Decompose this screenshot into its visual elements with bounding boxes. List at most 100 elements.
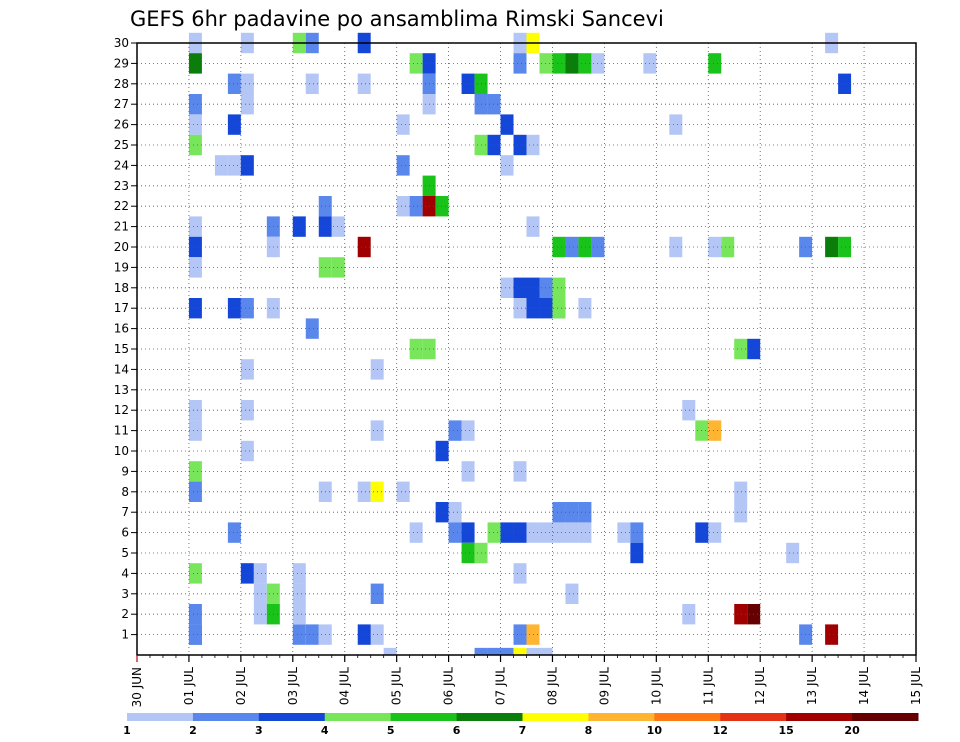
colorbar-swatch bbox=[786, 713, 853, 721]
heat-cell bbox=[435, 502, 449, 523]
heat-cell bbox=[500, 114, 514, 135]
heat-cell bbox=[513, 298, 527, 319]
colorbar-label: 10 bbox=[647, 724, 663, 737]
heat-cell bbox=[838, 73, 852, 94]
heat-cell bbox=[409, 522, 423, 543]
colorbar-label: 12 bbox=[713, 724, 728, 737]
heat-cell bbox=[669, 114, 683, 135]
heat-cell bbox=[292, 563, 306, 584]
heat-cell bbox=[396, 155, 410, 176]
heat-cell bbox=[552, 53, 566, 74]
heat-cell bbox=[630, 522, 644, 543]
heat-cell bbox=[188, 624, 202, 645]
heat-cell bbox=[409, 338, 423, 360]
heat-cell bbox=[227, 114, 241, 135]
heat-cell bbox=[734, 481, 748, 502]
y-tick-label: 25 bbox=[114, 138, 129, 152]
colorbar-label: 7 bbox=[519, 724, 527, 737]
y-tick-label: 8 bbox=[121, 485, 129, 499]
heat-cell bbox=[487, 134, 501, 156]
heat-cell bbox=[435, 440, 449, 462]
x-tick-label: 08 JUL bbox=[545, 667, 559, 705]
heat-cell bbox=[253, 604, 267, 625]
x-tick-label: 03 JUL bbox=[286, 667, 300, 705]
heat-cell bbox=[578, 502, 592, 523]
heat-cell bbox=[357, 481, 371, 502]
colorbar: 1 2 3 4 5 6 7 8 10 12 15 20 bbox=[123, 713, 919, 737]
colorbar-label: 6 bbox=[453, 724, 461, 737]
y-tick-label: 28 bbox=[114, 77, 129, 91]
heat-cell bbox=[461, 73, 475, 94]
heat-cell bbox=[552, 522, 566, 543]
heat-cell bbox=[188, 236, 202, 258]
heat-cell bbox=[448, 420, 462, 441]
x-tick-label: 01 JUL bbox=[182, 667, 196, 705]
heat-cell bbox=[357, 236, 371, 258]
y-tick-label: 7 bbox=[121, 505, 129, 519]
heat-cell bbox=[305, 318, 319, 339]
heat-cell bbox=[565, 502, 579, 523]
axis-layer: 1234567891011121314151617181920212223242… bbox=[114, 36, 923, 707]
y-tick-label: 29 bbox=[114, 56, 129, 70]
x-tick-label: 30 JUN bbox=[130, 667, 144, 707]
heat-cell bbox=[513, 647, 527, 655]
colorbar-label: 20 bbox=[844, 724, 860, 737]
heat-cell bbox=[188, 94, 202, 115]
x-tick-label: 05 JUL bbox=[390, 667, 404, 705]
heat-cell bbox=[188, 481, 202, 502]
colorbar-label: 8 bbox=[585, 724, 593, 737]
heat-cell bbox=[565, 53, 579, 74]
heat-cell bbox=[240, 359, 254, 380]
y-tick-label: 4 bbox=[121, 566, 129, 580]
x-tick-label: 13 JUL bbox=[805, 667, 819, 705]
heat-cell bbox=[461, 461, 475, 482]
x-tick-label: 09 JUL bbox=[597, 667, 611, 705]
heat-cell bbox=[357, 624, 371, 645]
heat-cell bbox=[578, 298, 592, 319]
heat-cell bbox=[188, 216, 202, 237]
colorbar-swatch bbox=[588, 713, 655, 721]
cells-layer bbox=[188, 32, 852, 655]
heat-cell bbox=[448, 522, 462, 543]
heat-cell bbox=[240, 155, 254, 176]
heat-cell bbox=[708, 53, 722, 74]
heat-cell bbox=[500, 647, 514, 655]
heat-cell bbox=[500, 155, 514, 176]
heat-cell bbox=[734, 338, 748, 360]
y-tick-label: 18 bbox=[114, 281, 129, 295]
heat-cell bbox=[565, 236, 579, 258]
heat-cell bbox=[305, 73, 319, 94]
heat-cell bbox=[461, 522, 475, 543]
heat-cell bbox=[240, 94, 254, 115]
chart-title: GEFS 6hr padavine po ansamblima Rimski S… bbox=[130, 7, 664, 31]
x-tick-label: 06 JUL bbox=[442, 667, 456, 705]
y-tick-label: 13 bbox=[114, 383, 129, 397]
colorbar-label: 5 bbox=[387, 724, 395, 737]
heat-cell bbox=[578, 53, 592, 74]
heat-cell bbox=[474, 647, 488, 655]
heat-cell bbox=[240, 73, 254, 94]
heat-cell bbox=[188, 420, 202, 441]
heat-cell bbox=[513, 53, 527, 74]
heat-cell bbox=[188, 604, 202, 625]
x-tick-label: 04 JUL bbox=[338, 667, 352, 705]
heat-cell bbox=[838, 236, 852, 258]
colorbar-swatch bbox=[852, 713, 919, 721]
heat-cell bbox=[825, 624, 839, 645]
heat-cell bbox=[188, 257, 202, 278]
heat-cell bbox=[188, 563, 202, 584]
colorbar-label: 15 bbox=[779, 724, 794, 737]
colorbar-swatch bbox=[127, 713, 194, 721]
heat-cell bbox=[721, 236, 735, 258]
heat-cell bbox=[513, 522, 527, 543]
heat-cell bbox=[292, 216, 306, 237]
heat-cell bbox=[227, 155, 241, 176]
heat-cell bbox=[578, 522, 592, 543]
colorbar-label: 4 bbox=[321, 724, 329, 737]
heat-cell bbox=[240, 440, 254, 462]
heat-cell bbox=[292, 604, 306, 625]
heat-cell bbox=[565, 522, 579, 543]
y-tick-label: 6 bbox=[121, 526, 129, 540]
heat-cell bbox=[500, 522, 514, 543]
y-tick-label: 15 bbox=[114, 342, 129, 356]
